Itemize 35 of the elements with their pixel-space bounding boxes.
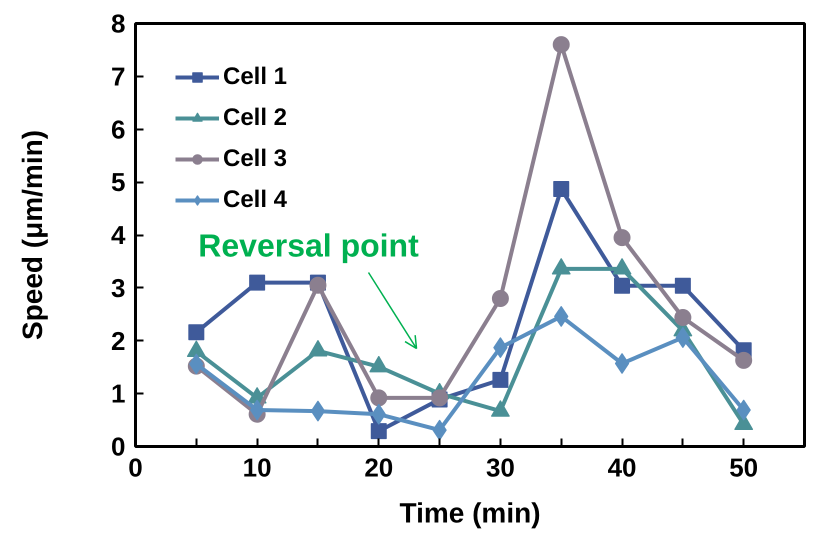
- y-tick-label: 1: [111, 378, 126, 409]
- point: [309, 276, 326, 294]
- x-tick-label: 50: [729, 452, 758, 482]
- legend-label: Cell 4: [223, 186, 288, 214]
- point: [614, 278, 630, 294]
- point: [188, 324, 204, 340]
- point: [674, 309, 692, 326]
- y-tick-label: 8: [111, 8, 126, 38]
- point: [249, 274, 266, 291]
- y-tick-label: 2: [111, 326, 126, 356]
- point: [370, 389, 388, 406]
- point: [735, 352, 752, 369]
- y-tick-label: 3: [111, 272, 126, 303]
- y-tick-label: 4: [111, 220, 126, 250]
- x-tick-label: 40: [608, 452, 637, 482]
- y-tick-label: 6: [111, 114, 126, 144]
- point: [492, 372, 508, 388]
- x-tick-label: 30: [486, 452, 515, 482]
- legend-label: Cell 2: [223, 104, 288, 132]
- x-axis-title: Time (min): [399, 498, 541, 528]
- point: [553, 181, 570, 197]
- point: [674, 278, 691, 294]
- legend-label: Cell 3: [223, 145, 288, 173]
- x-tick-label: 20: [364, 452, 394, 482]
- point: [614, 229, 631, 246]
- y-tick-label: 0: [111, 432, 126, 462]
- point: [552, 36, 570, 54]
- y-tick-label: 7: [111, 61, 126, 92]
- y-axis-title: Speed (μm/min): [17, 130, 48, 340]
- point: [370, 423, 387, 440]
- point: [492, 290, 509, 307]
- x-tick-label: 10: [242, 452, 272, 482]
- y-tick-label: 5: [111, 167, 126, 198]
- legend-label: Cell 1: [223, 63, 288, 91]
- annotation: Reversal point: [198, 228, 420, 264]
